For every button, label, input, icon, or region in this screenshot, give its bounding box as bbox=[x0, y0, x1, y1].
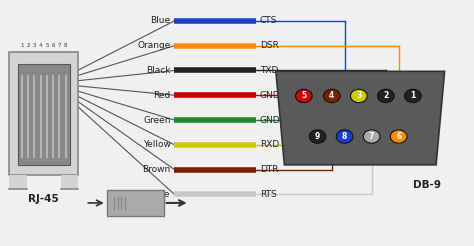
Text: TXD: TXD bbox=[260, 66, 278, 75]
Text: 8: 8 bbox=[342, 132, 347, 141]
FancyBboxPatch shape bbox=[107, 190, 164, 216]
Text: 1: 1 bbox=[410, 92, 416, 100]
Text: RTS: RTS bbox=[260, 190, 276, 199]
Ellipse shape bbox=[336, 130, 353, 143]
Text: DB-9: DB-9 bbox=[413, 180, 441, 190]
Ellipse shape bbox=[404, 89, 421, 103]
Text: RJ-45: RJ-45 bbox=[28, 194, 59, 204]
Text: White: White bbox=[144, 190, 171, 199]
Text: DTR: DTR bbox=[260, 165, 278, 174]
FancyBboxPatch shape bbox=[61, 175, 78, 189]
FancyBboxPatch shape bbox=[9, 52, 78, 175]
Text: Orange: Orange bbox=[137, 41, 171, 50]
Text: CTS: CTS bbox=[260, 16, 277, 25]
Text: 9: 9 bbox=[315, 132, 320, 141]
Text: 6: 6 bbox=[396, 132, 401, 141]
Ellipse shape bbox=[363, 130, 380, 143]
Text: 3: 3 bbox=[356, 92, 362, 100]
Text: 1: 1 bbox=[20, 43, 24, 48]
Text: DSR: DSR bbox=[260, 41, 279, 50]
Ellipse shape bbox=[390, 130, 407, 143]
Text: Blue: Blue bbox=[151, 16, 171, 25]
Ellipse shape bbox=[377, 89, 394, 103]
Text: 8: 8 bbox=[64, 43, 67, 48]
Text: 3: 3 bbox=[33, 43, 36, 48]
Ellipse shape bbox=[350, 89, 367, 103]
Text: RXD: RXD bbox=[260, 140, 279, 149]
Text: Red: Red bbox=[154, 91, 171, 100]
Text: Brown: Brown bbox=[142, 165, 171, 174]
Text: 2: 2 bbox=[27, 43, 30, 48]
Text: 4: 4 bbox=[329, 92, 335, 100]
Text: Green: Green bbox=[143, 116, 171, 124]
Ellipse shape bbox=[295, 89, 312, 103]
Ellipse shape bbox=[323, 89, 340, 103]
Text: 5: 5 bbox=[45, 43, 49, 48]
FancyBboxPatch shape bbox=[9, 175, 27, 189]
Text: 2: 2 bbox=[383, 92, 389, 100]
Text: 7: 7 bbox=[369, 132, 374, 141]
FancyBboxPatch shape bbox=[18, 64, 70, 165]
Text: 6: 6 bbox=[52, 43, 55, 48]
Text: 4: 4 bbox=[39, 43, 43, 48]
Ellipse shape bbox=[309, 130, 326, 143]
Text: Yellow: Yellow bbox=[143, 140, 171, 149]
Text: 7: 7 bbox=[58, 43, 61, 48]
Text: Black: Black bbox=[146, 66, 171, 75]
Text: GND: GND bbox=[260, 91, 281, 100]
Polygon shape bbox=[276, 71, 445, 165]
Text: 5: 5 bbox=[301, 92, 306, 100]
Text: GND: GND bbox=[260, 116, 281, 124]
